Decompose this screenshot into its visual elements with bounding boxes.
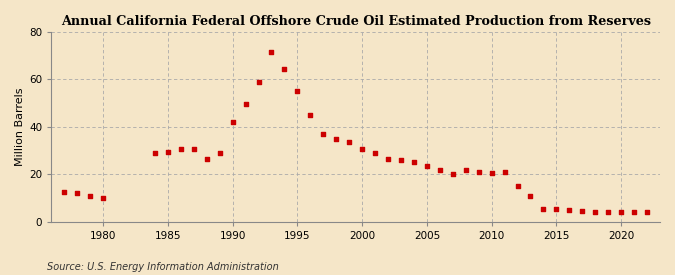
Point: [85, 193, 96, 198]
Point: [266, 50, 277, 54]
Point: [435, 167, 446, 172]
Point: [150, 151, 161, 155]
Point: [305, 113, 316, 117]
Point: [500, 170, 510, 174]
Point: [383, 157, 394, 161]
Point: [577, 209, 588, 213]
Point: [344, 140, 354, 144]
Point: [214, 151, 225, 155]
Point: [408, 160, 419, 165]
Point: [370, 151, 381, 155]
Point: [616, 210, 626, 214]
Point: [448, 172, 458, 177]
Point: [590, 210, 601, 214]
Point: [59, 190, 70, 194]
Point: [525, 193, 536, 198]
Point: [292, 89, 303, 94]
Point: [240, 102, 251, 106]
Point: [356, 147, 367, 152]
Point: [227, 120, 238, 124]
Point: [98, 196, 109, 200]
Point: [176, 147, 186, 152]
Point: [473, 170, 484, 174]
Title: Annual California Federal Offshore Crude Oil Estimated Production from Reserves: Annual California Federal Offshore Crude…: [61, 15, 651, 28]
Point: [486, 171, 497, 175]
Point: [512, 184, 523, 188]
Point: [318, 132, 329, 136]
Point: [642, 210, 653, 214]
Point: [551, 207, 562, 211]
Point: [396, 158, 406, 162]
Point: [538, 207, 549, 211]
Point: [72, 191, 82, 196]
Point: [279, 67, 290, 71]
Point: [163, 150, 173, 154]
Point: [603, 210, 614, 214]
Point: [564, 208, 574, 212]
Y-axis label: Million Barrels: Million Barrels: [15, 87, 25, 166]
Point: [421, 164, 432, 168]
Point: [331, 136, 342, 141]
Text: Source: U.S. Energy Information Administration: Source: U.S. Energy Information Administ…: [47, 262, 279, 272]
Point: [253, 79, 264, 84]
Point: [460, 167, 471, 172]
Point: [188, 147, 199, 152]
Point: [628, 210, 639, 214]
Point: [201, 157, 212, 161]
